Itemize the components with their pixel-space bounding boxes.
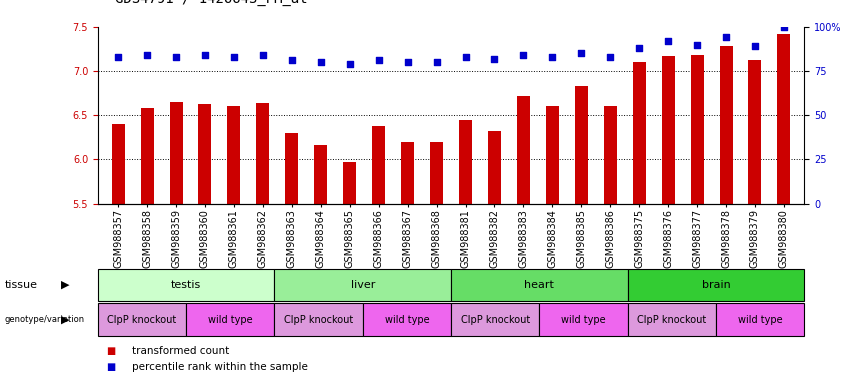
Bar (343, 162, 357, 204)
Point (111, 54, 125, 60)
Bar (314, 145, 328, 204)
Bar (517, 96, 530, 204)
Bar (778, 34, 791, 204)
Bar (627, 269, 804, 301)
Point (690, 41, 704, 48)
Text: wild type: wild type (208, 314, 253, 325)
Point (488, 56, 501, 62)
Point (517, 52, 530, 58)
Bar (749, 60, 762, 204)
Bar (540, 303, 627, 336)
Bar (285, 133, 299, 204)
Point (574, 50, 588, 56)
Bar (111, 124, 124, 204)
Text: heart: heart (524, 280, 554, 290)
Bar (627, 303, 716, 336)
Text: wild type: wild type (385, 314, 429, 325)
Text: tissue: tissue (4, 280, 37, 290)
Bar (372, 126, 386, 204)
Bar (451, 269, 627, 301)
Point (401, 59, 414, 65)
Point (256, 52, 270, 58)
Bar (274, 269, 451, 301)
Text: ClpP knockout: ClpP knockout (637, 314, 706, 325)
Text: ■: ■ (106, 346, 116, 356)
Point (459, 54, 472, 60)
Bar (545, 106, 559, 204)
Text: GDS4791 / 1426643_PM_at: GDS4791 / 1426643_PM_at (115, 0, 307, 6)
Bar (98, 269, 274, 301)
Bar (632, 62, 646, 204)
Text: genotype/variation: genotype/variation (4, 315, 84, 324)
Text: ClpP knockout: ClpP knockout (460, 314, 530, 325)
Point (603, 54, 617, 60)
Bar (169, 102, 182, 204)
Bar (186, 303, 274, 336)
Bar (574, 86, 588, 204)
Point (748, 43, 762, 50)
Bar (98, 303, 186, 336)
Point (227, 54, 241, 60)
Point (372, 57, 386, 63)
Bar (256, 103, 270, 204)
Text: ClpP knockout: ClpP knockout (284, 314, 353, 325)
Bar (661, 56, 675, 204)
Text: ▶: ▶ (61, 314, 70, 325)
Point (140, 52, 154, 58)
Bar (488, 131, 501, 204)
Bar (198, 104, 212, 204)
Text: wild type: wild type (561, 314, 606, 325)
Text: transformed count: transformed count (132, 346, 229, 356)
Point (661, 38, 675, 44)
Bar (401, 142, 414, 204)
Bar (274, 303, 363, 336)
Text: percentile rank within the sample: percentile rank within the sample (132, 362, 308, 372)
Bar (459, 121, 472, 204)
Text: wild type: wild type (738, 314, 782, 325)
Text: brain: brain (701, 280, 730, 290)
Bar (227, 106, 241, 204)
Bar (603, 106, 617, 204)
Point (777, 24, 791, 30)
Bar (430, 142, 443, 204)
Point (198, 52, 212, 58)
Text: ■: ■ (106, 362, 116, 372)
Text: testis: testis (171, 280, 202, 290)
Point (285, 57, 299, 63)
Bar (716, 303, 804, 336)
Point (169, 54, 183, 60)
Point (343, 61, 357, 67)
Bar (720, 46, 733, 204)
Point (632, 45, 646, 51)
Text: ▶: ▶ (61, 280, 70, 290)
Bar (690, 55, 704, 204)
Bar (140, 108, 153, 204)
Point (314, 59, 328, 65)
Point (545, 54, 559, 60)
Text: ClpP knockout: ClpP knockout (107, 314, 177, 325)
Text: liver: liver (351, 280, 375, 290)
Point (719, 35, 733, 41)
Point (430, 59, 443, 65)
Bar (363, 303, 451, 336)
Bar (451, 303, 540, 336)
